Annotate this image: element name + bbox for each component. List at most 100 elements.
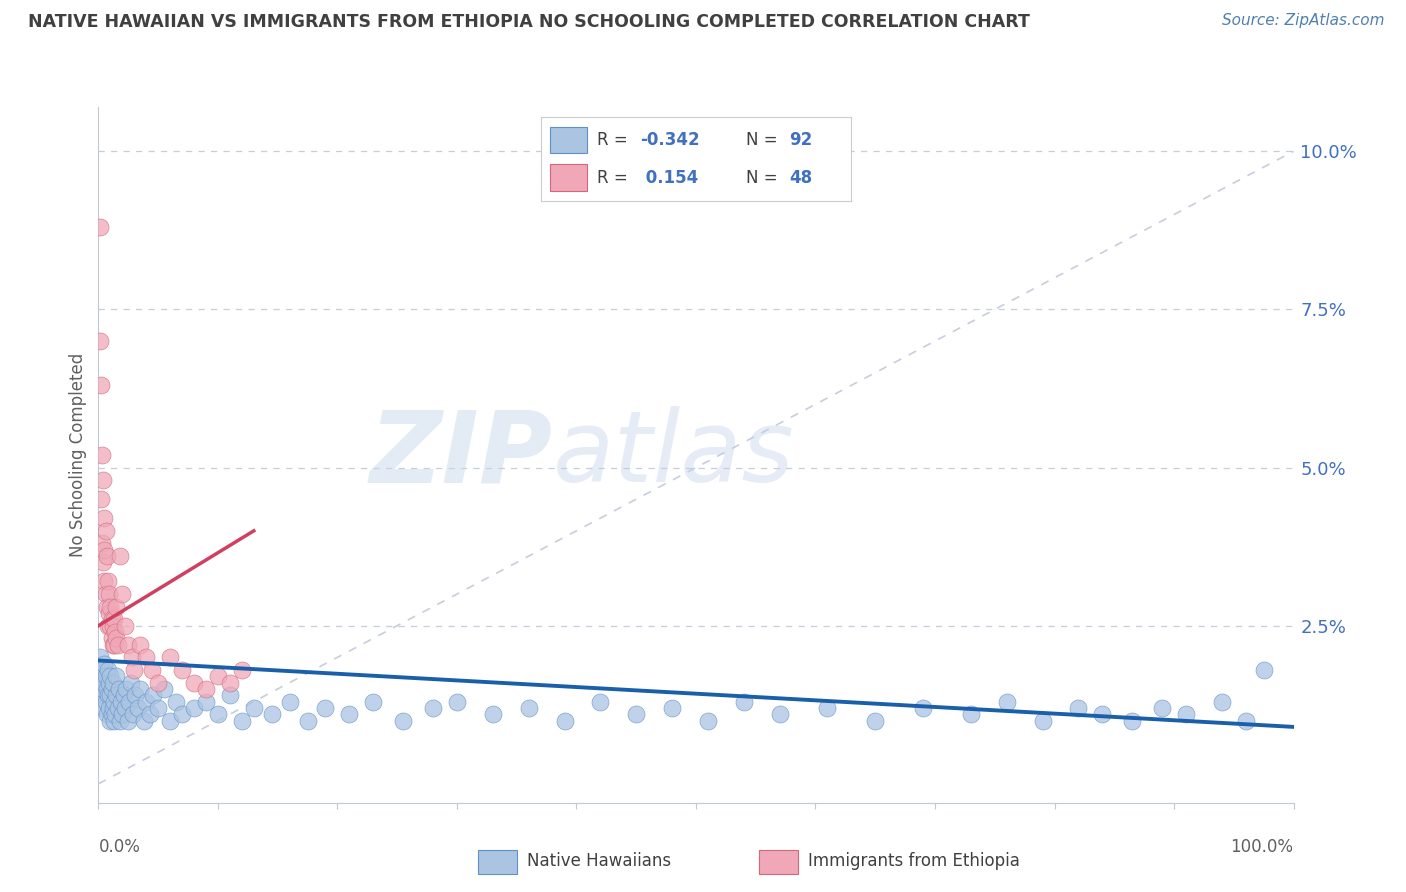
Point <box>554 714 576 728</box>
Point <box>1121 714 1143 728</box>
Point <box>142 688 165 702</box>
Point <box>959 707 981 722</box>
Point <box>89 650 111 665</box>
Point <box>219 675 242 690</box>
Point <box>159 650 181 665</box>
Point <box>93 675 115 690</box>
Point <box>1091 707 1114 722</box>
Point <box>98 669 122 683</box>
Point <box>103 612 125 626</box>
Point <box>243 701 266 715</box>
Point <box>129 638 152 652</box>
Point <box>132 714 155 728</box>
Point <box>103 638 125 652</box>
Point <box>148 675 170 690</box>
Point <box>98 675 121 690</box>
Point <box>392 714 415 728</box>
Point <box>96 681 118 696</box>
Point <box>97 688 120 702</box>
Point <box>93 657 115 671</box>
Point <box>91 473 114 487</box>
Point <box>1234 714 1257 728</box>
Point <box>207 707 229 722</box>
Point <box>104 707 127 722</box>
Point <box>135 650 157 665</box>
Point <box>124 688 146 702</box>
Point <box>118 695 141 709</box>
Point <box>129 681 152 696</box>
Point <box>100 681 122 696</box>
Point <box>91 448 114 462</box>
Text: Immigrants from Ethiopia: Immigrants from Ethiopia <box>808 852 1021 870</box>
Point <box>91 688 114 702</box>
Point <box>260 707 283 722</box>
Point <box>108 549 131 563</box>
Point <box>112 688 135 702</box>
Point <box>121 650 143 665</box>
Point <box>100 632 122 646</box>
Point <box>115 681 138 696</box>
Point <box>94 669 117 683</box>
Point <box>315 701 337 715</box>
Point <box>111 587 134 601</box>
Point <box>1032 714 1054 728</box>
Point <box>141 663 163 677</box>
Point <box>661 701 683 715</box>
Point <box>172 663 194 677</box>
Point <box>219 688 242 702</box>
Point <box>481 707 505 722</box>
FancyBboxPatch shape <box>478 849 517 874</box>
Point <box>1150 701 1173 715</box>
Point <box>159 714 181 728</box>
Point <box>90 492 112 507</box>
Point <box>93 574 115 589</box>
Point <box>446 695 468 709</box>
Point <box>624 707 647 722</box>
Point <box>278 695 301 709</box>
Point <box>995 695 1018 709</box>
Point <box>139 707 162 722</box>
Point <box>91 669 114 683</box>
Text: NATIVE HAWAIIAN VS IMMIGRANTS FROM ETHIOPIA NO SCHOOLING COMPLETED CORRELATION C: NATIVE HAWAIIAN VS IMMIGRANTS FROM ETHIO… <box>28 13 1031 31</box>
Point <box>90 663 112 677</box>
Point <box>105 599 128 614</box>
Point <box>98 714 122 728</box>
Point <box>97 618 120 632</box>
Point <box>124 663 146 677</box>
Point <box>194 681 217 696</box>
Point <box>120 675 142 690</box>
Point <box>337 707 360 722</box>
Point <box>104 625 127 640</box>
Point <box>1067 701 1090 715</box>
Text: Native Hawaiians: Native Hawaiians <box>527 852 672 870</box>
Point <box>93 511 115 525</box>
Point <box>90 378 112 392</box>
Point <box>148 701 170 715</box>
Point <box>768 707 790 722</box>
Point <box>96 549 118 563</box>
Point <box>231 663 253 677</box>
Point <box>297 714 319 728</box>
Point <box>207 669 229 683</box>
Point <box>231 714 253 728</box>
FancyBboxPatch shape <box>759 849 799 874</box>
Point <box>110 695 132 709</box>
Point <box>101 618 124 632</box>
Point <box>93 701 115 715</box>
Point <box>517 701 540 715</box>
Point <box>422 701 444 715</box>
Y-axis label: No Schooling Completed: No Schooling Completed <box>69 353 87 557</box>
Point <box>183 675 205 690</box>
Point <box>107 681 129 696</box>
Point <box>96 707 118 722</box>
Point <box>94 587 117 601</box>
Point <box>108 714 131 728</box>
Point <box>91 556 114 570</box>
Point <box>122 707 145 722</box>
Point <box>101 701 124 715</box>
Point <box>98 599 122 614</box>
Point <box>96 599 118 614</box>
Point <box>111 707 134 722</box>
Point <box>105 688 128 702</box>
Point <box>97 663 120 677</box>
